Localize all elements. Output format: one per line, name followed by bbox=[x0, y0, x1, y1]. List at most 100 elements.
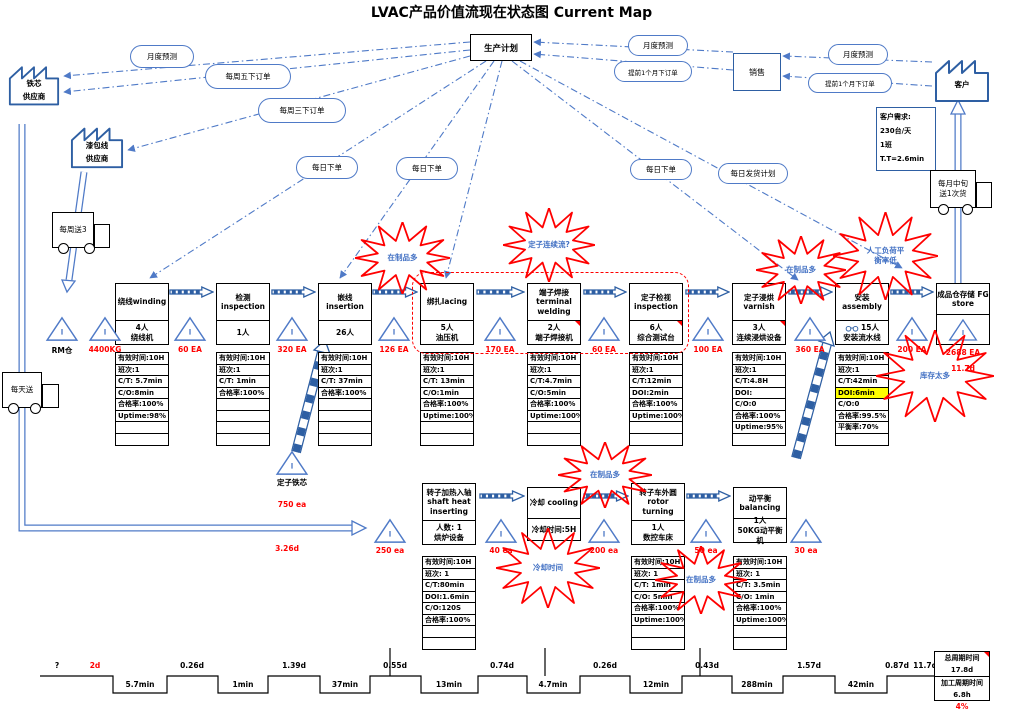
demand-line1: 230台/天 bbox=[880, 127, 912, 135]
data-row: 合格率:100% bbox=[423, 615, 475, 626]
data-row: 合格率:100% bbox=[734, 603, 786, 615]
data-row: 合格率:100% bbox=[217, 388, 269, 399]
inventory-label: 60 EA bbox=[178, 345, 202, 354]
oval-order-1month-ahead-2: 提前1个月下订单 bbox=[808, 73, 892, 93]
summary-total-lead-time-label: 总周期时间 bbox=[944, 654, 980, 662]
data-row: 班次:1 bbox=[421, 365, 473, 376]
operator-icon bbox=[845, 324, 859, 332]
truck-monthly-shipment: 每月中旬 送1次货 bbox=[930, 170, 976, 208]
data-row: C/T: 13min bbox=[421, 376, 473, 388]
inventory-label: 200 ea bbox=[589, 546, 619, 555]
truck-monthly-cab bbox=[976, 182, 992, 208]
oval-weekly-wednesday-order: 每周三下订单 bbox=[258, 98, 346, 123]
process-title: turning bbox=[642, 506, 674, 516]
process-title: welding bbox=[537, 306, 571, 316]
supplier-core-name-line2: 供应商 bbox=[22, 92, 46, 101]
data-row: C/O:5min bbox=[528, 388, 580, 399]
inventory-triangle bbox=[373, 518, 407, 544]
process-title: 动平衡 bbox=[748, 493, 772, 503]
push-arrow-icon bbox=[685, 286, 730, 298]
timeline-bottom-label: 37min bbox=[331, 680, 359, 689]
supplier-core-name-line1: 铁芯 bbox=[26, 79, 42, 88]
data-row bbox=[632, 626, 684, 638]
data-row: Uptime:100% bbox=[632, 615, 684, 626]
data-row: C/O:1min bbox=[421, 388, 473, 399]
inventory-label: 360 EA bbox=[795, 345, 825, 354]
inventory-triangle-icon bbox=[948, 318, 978, 342]
data-row: Uptime:98% bbox=[116, 411, 168, 422]
truck-wheel bbox=[962, 204, 973, 215]
data-row: C/T: 3.5min bbox=[734, 580, 786, 592]
data-row bbox=[217, 422, 269, 434]
data-row: 有效时间:10H bbox=[423, 557, 475, 569]
data-row: C/T:4.7min bbox=[528, 376, 580, 388]
data-row: 有效时间:10H bbox=[836, 353, 888, 365]
inventory-triangle bbox=[173, 316, 207, 342]
timeline-bottom-label: 1min bbox=[232, 680, 254, 689]
process-terminal-welding: 端子焊接 terminal welding 2人 端子焊接机 bbox=[527, 283, 581, 345]
truck-daily-cab bbox=[42, 384, 59, 408]
inventory-triangle bbox=[691, 316, 725, 342]
process-title: varnish bbox=[743, 302, 775, 311]
process-title: store bbox=[952, 299, 974, 308]
inventory-label: 100 EA bbox=[693, 345, 723, 354]
process-machine: 绕线机 bbox=[130, 333, 154, 342]
fg-store-days: 11.7d bbox=[951, 364, 975, 373]
process-machine: 连续浸烘设备 bbox=[736, 333, 782, 342]
process-staff: 1人 bbox=[753, 516, 767, 525]
data-row: 合格率:100% bbox=[632, 603, 684, 615]
data-row: 有效时间:10H bbox=[116, 353, 168, 365]
data-row: 合格率:100% bbox=[421, 399, 473, 411]
data-row: C/T: 5.7min bbox=[116, 376, 168, 388]
inventory-label: 30 ea bbox=[794, 546, 818, 555]
process-rotor-turning: 转子车外圆 rotor turning 1人 数控车床 bbox=[631, 483, 685, 545]
summary-percentage: 4% bbox=[955, 702, 969, 711]
data-row: 班次:1 bbox=[319, 365, 371, 376]
data-row: 班次:1 bbox=[630, 365, 682, 376]
data-row bbox=[734, 626, 786, 638]
data-row: 班次: 1 bbox=[423, 569, 475, 580]
data-row bbox=[528, 422, 580, 434]
timeline-top-label: 1.57d bbox=[797, 661, 821, 670]
inventory-triangle bbox=[484, 518, 518, 544]
data-row: Uptime:100% bbox=[630, 411, 682, 422]
data-box-shaft-heat: 有效时间:10H 班次: 1 C/T:80min DOI:1.6min C/O:120S… bbox=[422, 556, 476, 650]
inventory-triangle bbox=[689, 518, 723, 544]
supplier-wire-name-line2: 供应商 bbox=[85, 154, 109, 163]
data-row: 有效时间:10H bbox=[630, 353, 682, 365]
summary-processing-time-label: 加工周期时间 bbox=[941, 679, 983, 687]
truck-wheel bbox=[938, 204, 949, 215]
supplier-core-factory: 铁芯 供应商 bbox=[8, 60, 60, 108]
process-title: inserting bbox=[429, 506, 469, 516]
process-title: 定子浸烘 bbox=[744, 292, 774, 302]
data-row bbox=[630, 434, 682, 446]
inventory-label-kg: 4400KG bbox=[88, 345, 122, 354]
timeline-top-label: 0.74d bbox=[490, 661, 514, 670]
data-row bbox=[319, 422, 371, 434]
data-row: 有效时间:10H bbox=[319, 353, 371, 365]
process-staff: 26人 bbox=[336, 328, 354, 337]
oval-daily-shipping-plan: 每日发货计划 bbox=[718, 163, 788, 184]
sales-label: 销售 bbox=[749, 67, 765, 77]
timeline-bottom-label: 4.7min bbox=[538, 680, 568, 689]
data-box-inspection: 有效时间:10H 班次:1 C/T: 1min 合格率:100% bbox=[216, 352, 270, 446]
timeline-top-label: 0.26d bbox=[593, 661, 617, 670]
timeline-top-label: 1.39d bbox=[282, 661, 306, 670]
data-row: C/O:0 bbox=[836, 399, 888, 411]
data-row: 班次: 1 bbox=[734, 569, 786, 580]
timeline-bottom-label: 13min bbox=[435, 680, 463, 689]
data-row: 平衡率:70% bbox=[836, 422, 888, 434]
inventory-label: 60 EA bbox=[592, 345, 616, 354]
data-row: C/O:0 bbox=[733, 399, 785, 411]
data-row bbox=[217, 434, 269, 446]
data-row bbox=[630, 422, 682, 434]
data-row: 合格率:100% bbox=[733, 411, 785, 422]
process-title: terminal bbox=[536, 297, 572, 307]
stator-core-label: 定子铁芯 bbox=[277, 478, 307, 487]
push-arrow-icon bbox=[583, 490, 629, 502]
push-arrow-icon bbox=[479, 490, 525, 502]
oval-order-1month-ahead-1: 提前1个月下订单 bbox=[614, 61, 692, 82]
process-shaft-heat-inserting: 转子加热入轴 shaft heat inserting 人数: 1 烘炉设备 bbox=[422, 483, 476, 545]
push-arrow-icon bbox=[372, 286, 418, 298]
process-staff: 5人 bbox=[440, 323, 454, 332]
